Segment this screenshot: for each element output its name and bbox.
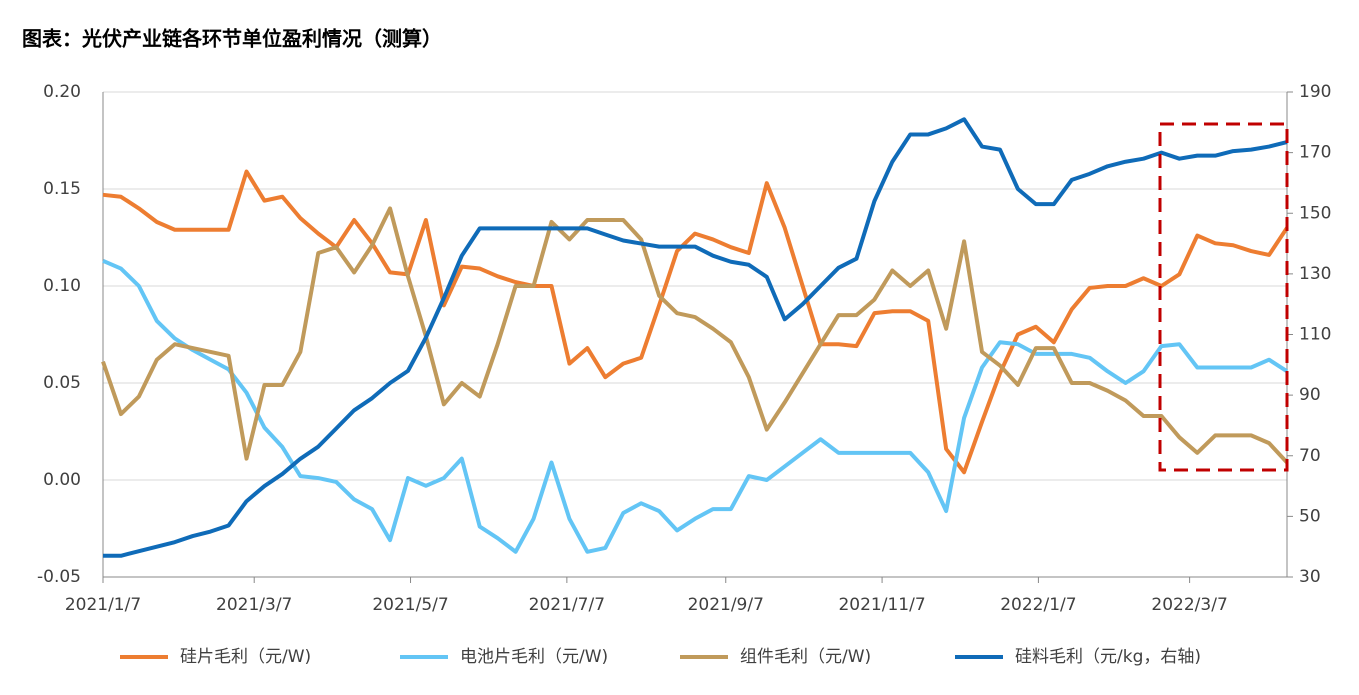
legend-label: 硅料毛利（元/kg，右轴) <box>1015 647 1201 667</box>
series-line <box>101 206 1289 464</box>
y-tick-label: 0.00 <box>43 470 81 490</box>
y2-tick-label: 50 <box>1299 506 1321 526</box>
y2-tick-label: 70 <box>1299 446 1321 466</box>
y2-tick-label: 170 <box>1299 143 1331 163</box>
y-tick-label: 0.10 <box>43 276 81 296</box>
x-tick-label: 2021/5/7 <box>372 595 448 615</box>
series-line <box>103 117 1288 558</box>
legend-label: 硅片毛利（元/W) <box>180 647 311 667</box>
x-tick-label: 2022/3/7 <box>1151 595 1227 615</box>
y-tick-label: -0.05 <box>37 567 81 587</box>
y-tick-label: 0.05 <box>43 373 81 393</box>
x-tick-label: 2021/11/7 <box>838 595 925 615</box>
x-tick-label: 2021/1/7 <box>65 595 141 615</box>
y2-tick-label: 130 <box>1299 264 1331 284</box>
y-tick-label: 0.15 <box>43 179 81 199</box>
y2-tick-label: 190 <box>1299 82 1331 102</box>
x-tick-label: 2021/7/7 <box>529 595 605 615</box>
series-line <box>102 258 1289 554</box>
highlight-box <box>1158 122 1289 472</box>
legend-label: 组件毛利（元/W) <box>740 647 871 667</box>
y2-tick-label: 110 <box>1299 325 1331 345</box>
x-tick-label: 2022/1/7 <box>1000 595 1076 615</box>
y2-tick-label: 150 <box>1299 203 1331 223</box>
y2-tick-label: 90 <box>1299 385 1321 405</box>
y-tick-label: 0.20 <box>43 82 81 102</box>
x-tick-label: 2021/9/7 <box>688 595 764 615</box>
chart-title: 图表：光伏产业链各环节单位盈利情况（测算） <box>22 27 442 51</box>
series-line <box>102 169 1289 475</box>
legend-label: 电池片毛利（元/W) <box>460 647 608 667</box>
y2-tick-label: 30 <box>1299 567 1321 587</box>
x-tick-label: 2021/3/7 <box>216 595 292 615</box>
